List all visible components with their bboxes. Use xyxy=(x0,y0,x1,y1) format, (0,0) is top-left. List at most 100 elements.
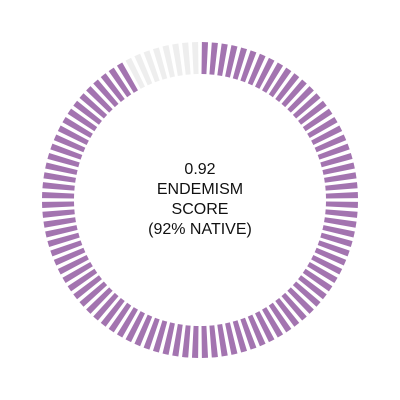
gauge-segment-filled xyxy=(42,182,75,191)
gauge-segment-filled xyxy=(152,320,168,353)
gauge-segment-filled xyxy=(191,325,199,358)
gauge-segments xyxy=(42,42,358,358)
gauge-segment-filled xyxy=(209,42,218,75)
gauge-segment-filled xyxy=(320,232,353,248)
gauge-segment-filled xyxy=(317,240,350,257)
gauge-segment-filled xyxy=(307,262,338,284)
gauge-segment-filled xyxy=(225,45,238,78)
gauge-segment-filled xyxy=(53,134,86,153)
gauge-segment-empty xyxy=(191,42,199,75)
gauge-segment-filled xyxy=(79,93,108,119)
gauge-segment-filled xyxy=(311,125,343,145)
gauge-segment-empty xyxy=(152,47,168,80)
gauge-segment-filled xyxy=(47,232,80,248)
gauge-segment-filled xyxy=(42,209,75,218)
gauge-segment-filled xyxy=(134,314,153,347)
gauge-segment-filled xyxy=(45,162,78,175)
gauge-segment-filled xyxy=(247,53,266,86)
gauge-center-label: 0.92 ENDEMISM SCORE (92% NATIVE) xyxy=(100,160,300,240)
gauge-segment-filled xyxy=(43,217,76,228)
gauge-segment-filled xyxy=(100,298,125,327)
gauge-segment-filled xyxy=(255,311,275,343)
gauge-segment-filled xyxy=(298,275,327,300)
gauge-segment-filled xyxy=(57,255,89,275)
gauge-segment-filled xyxy=(50,143,83,160)
gauge-segment-filled xyxy=(307,116,338,138)
gauge-segment-filled xyxy=(86,287,113,314)
gauge-segment-filled xyxy=(57,125,89,145)
gauge-segment-filled xyxy=(182,325,191,358)
gauge-segment-filled xyxy=(201,42,209,75)
gauge-segment-filled xyxy=(268,67,292,98)
gauge-segment-filled xyxy=(262,307,284,338)
gauge-segment-filled xyxy=(317,143,350,160)
gauge-segment-filled xyxy=(325,191,358,199)
gauge-segment-filled xyxy=(73,275,102,300)
gauge-segment-filled xyxy=(73,100,102,125)
gauge-segment-filled xyxy=(281,292,307,321)
gauge-segment-filled xyxy=(292,281,321,307)
gauge-segment-filled xyxy=(100,73,125,102)
gauge-segment-filled xyxy=(50,240,83,257)
score-label-line-3: (92% NATIVE) xyxy=(148,221,252,238)
gauge-segment-filled xyxy=(324,217,357,228)
gauge-segment-empty xyxy=(162,45,175,78)
gauge-segment-filled xyxy=(62,116,93,138)
gauge-segment-filled xyxy=(275,298,300,327)
gauge-segment-filled xyxy=(45,225,78,238)
gauge-segment-filled xyxy=(162,322,175,355)
gauge-segment-filled xyxy=(43,172,76,183)
gauge-segment-filled xyxy=(314,134,347,153)
gauge-segment-filled xyxy=(67,268,98,292)
gauge-segment-filled xyxy=(209,325,218,358)
gauge-segment-filled xyxy=(53,247,86,266)
gauge-segment-filled xyxy=(320,152,353,168)
gauge-segment-filled xyxy=(314,247,347,266)
gauge-segment-filled xyxy=(116,62,138,93)
gauge-segment-filled xyxy=(302,108,333,132)
score-label-line-2: SCORE xyxy=(171,201,229,218)
gauge-segment-filled xyxy=(287,287,314,314)
gauge-segment-filled xyxy=(268,302,292,333)
gauge-segment-filled xyxy=(324,172,357,183)
gauge-segment-empty xyxy=(172,43,183,76)
gauge-segment-filled xyxy=(79,281,108,307)
gauge-segment-filled xyxy=(325,209,358,218)
gauge-segment-empty xyxy=(182,42,191,75)
gauge-segment-filled xyxy=(255,57,275,89)
gauge-segment-filled xyxy=(116,307,138,338)
gauge-segment-filled xyxy=(42,201,75,209)
gauge-segment-filled xyxy=(225,322,238,355)
gauge-segment-filled xyxy=(240,50,257,83)
gauge-segment-filled xyxy=(322,162,355,175)
gauge-segment-filled xyxy=(322,225,355,238)
gauge-segment-filled xyxy=(201,325,209,358)
gauge-segment-filled xyxy=(67,108,98,132)
gauge-segment-filled xyxy=(93,292,119,321)
gauge-segment-filled xyxy=(93,79,119,108)
gauge-segment-filled xyxy=(42,191,75,199)
gauge-segment-filled xyxy=(86,86,113,113)
gauge-segment-filled xyxy=(302,268,333,292)
gauge-segment-filled xyxy=(325,201,358,209)
gauge-segment-filled xyxy=(108,67,132,98)
gauge-segment-filled xyxy=(281,79,307,108)
gauge-segment-filled xyxy=(172,324,183,357)
gauge-segment-filled xyxy=(275,73,300,102)
score-value: 0.92 xyxy=(184,161,216,178)
gauge-segment-empty xyxy=(125,57,145,89)
gauge-segment-filled xyxy=(292,93,321,119)
gauge-segment-filled xyxy=(232,320,248,353)
gauge-segment-filled xyxy=(125,311,145,343)
gauge-segment-empty xyxy=(143,50,160,83)
gauge-segment-filled xyxy=(47,152,80,168)
gauge-segment-filled xyxy=(240,317,257,350)
gauge-segment-filled xyxy=(311,255,343,275)
score-label-line-1: ENDEMISM xyxy=(156,181,244,198)
gauge-segment-filled xyxy=(262,62,284,93)
gauge-segment-filled xyxy=(325,182,358,191)
gauge-segment-filled xyxy=(247,314,266,347)
gauge-segment-filled xyxy=(232,47,248,80)
